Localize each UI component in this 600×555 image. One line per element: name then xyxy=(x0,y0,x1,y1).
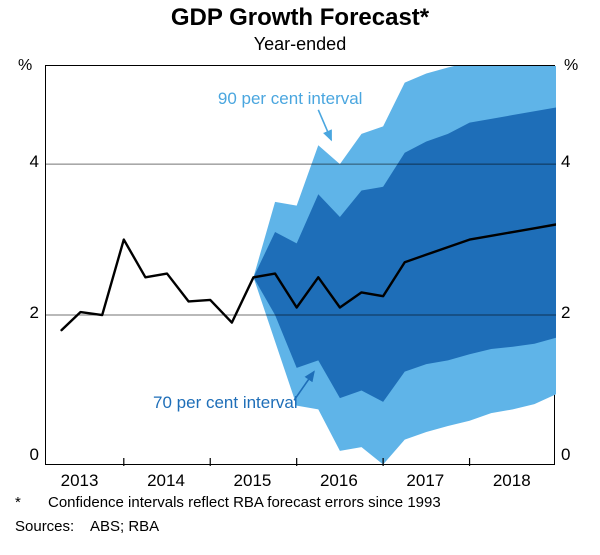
y-tick-left: 4 xyxy=(30,152,39,172)
x-tick: 2014 xyxy=(147,471,185,491)
plot-area xyxy=(45,65,555,465)
y-tick-left: 0 xyxy=(30,445,39,465)
y-tick-right: 2 xyxy=(561,303,570,323)
y-unit-left: % xyxy=(18,57,32,75)
chart-subtitle: Year-ended xyxy=(0,34,600,55)
x-tick: 2018 xyxy=(493,471,531,491)
x-tick: 2013 xyxy=(61,471,99,491)
y-tick-right: 0 xyxy=(561,445,570,465)
sources-label: Sources: xyxy=(15,518,74,535)
x-tick: 2016 xyxy=(320,471,358,491)
chart-title: GDP Growth Forecast* xyxy=(0,4,600,32)
y-unit-right: % xyxy=(564,57,578,75)
sources-text: ABS; RBA xyxy=(90,518,159,535)
y-tick-left: 2 xyxy=(30,303,39,323)
plot-svg xyxy=(46,66,556,466)
footnote-text: Confidence intervals reflect RBA forecas… xyxy=(48,494,441,511)
footnote-mark: * xyxy=(15,494,21,511)
chart-container: GDP Growth Forecast* Year-ended % % 024 … xyxy=(0,0,600,555)
x-tick: 2017 xyxy=(406,471,444,491)
y-tick-right: 4 xyxy=(561,152,570,172)
annotation-70: 70 per cent interval xyxy=(153,393,298,413)
x-tick: 2015 xyxy=(234,471,272,491)
annotation-90: 90 per cent interval xyxy=(218,89,363,109)
